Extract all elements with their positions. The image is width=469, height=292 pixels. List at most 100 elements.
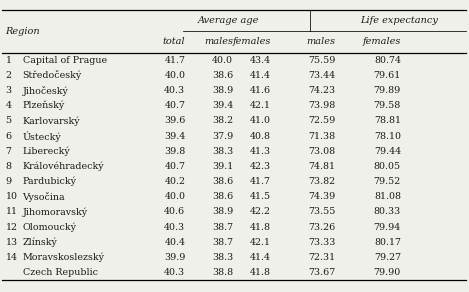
- Text: Plzeňský: Plzeňský: [23, 101, 65, 110]
- Text: Pardubický: Pardubický: [23, 177, 76, 186]
- Text: 40.3: 40.3: [164, 223, 185, 232]
- Text: 38.6: 38.6: [212, 71, 233, 80]
- Text: 38.6: 38.6: [212, 192, 233, 201]
- Text: 81.08: 81.08: [374, 192, 401, 201]
- Text: 72.31: 72.31: [308, 253, 335, 262]
- Text: 41.8: 41.8: [250, 268, 271, 277]
- Text: 40.0: 40.0: [164, 192, 185, 201]
- Text: 79.27: 79.27: [374, 253, 401, 262]
- Text: 40.8: 40.8: [250, 132, 271, 140]
- Text: 38.7: 38.7: [212, 223, 233, 232]
- Text: 73.26: 73.26: [308, 223, 335, 232]
- Text: 41.7: 41.7: [164, 56, 185, 65]
- Text: 39.8: 39.8: [164, 147, 185, 156]
- Text: 73.67: 73.67: [308, 268, 335, 277]
- Text: 14: 14: [6, 253, 18, 262]
- Text: 9: 9: [6, 177, 12, 186]
- Text: Region: Region: [6, 27, 40, 36]
- Text: 42.1: 42.1: [250, 238, 271, 247]
- Text: Jihočeský: Jihočeský: [23, 86, 68, 95]
- Text: 38.9: 38.9: [212, 208, 233, 216]
- Text: 38.9: 38.9: [212, 86, 233, 95]
- Text: 1: 1: [6, 56, 12, 65]
- Text: 38.8: 38.8: [212, 268, 233, 277]
- Text: 74.23: 74.23: [308, 86, 335, 95]
- Text: 74.39: 74.39: [308, 192, 335, 201]
- Text: 11: 11: [6, 208, 18, 216]
- Text: 40.0: 40.0: [164, 71, 185, 80]
- Text: Jihomoravský: Jihomoravský: [23, 207, 88, 217]
- Text: Czech Republic: Czech Republic: [23, 268, 98, 277]
- Text: 73.98: 73.98: [308, 101, 335, 110]
- Text: 37.9: 37.9: [212, 132, 233, 140]
- Text: 38.2: 38.2: [212, 117, 233, 125]
- Text: 79.94: 79.94: [374, 223, 401, 232]
- Text: 73.33: 73.33: [308, 238, 335, 247]
- Text: 80.33: 80.33: [374, 208, 401, 216]
- Text: total: total: [163, 37, 185, 46]
- Text: 10: 10: [6, 192, 18, 201]
- Text: 42.2: 42.2: [250, 208, 271, 216]
- Text: Karlovarský: Karlovarský: [23, 116, 80, 126]
- Text: 41.7: 41.7: [250, 177, 271, 186]
- Text: 79.58: 79.58: [374, 101, 401, 110]
- Text: 3: 3: [6, 86, 12, 95]
- Text: Vysočina: Vysočina: [23, 192, 65, 202]
- Text: 41.4: 41.4: [250, 253, 271, 262]
- Text: 73.55: 73.55: [308, 208, 335, 216]
- Text: 43.4: 43.4: [250, 56, 271, 65]
- Text: Středočeský: Středočeský: [23, 70, 82, 80]
- Text: 74.81: 74.81: [308, 162, 335, 171]
- Text: 13: 13: [6, 238, 18, 247]
- Text: Ústecký: Ústecký: [23, 131, 61, 142]
- Text: 78.81: 78.81: [374, 117, 401, 125]
- Text: 12: 12: [6, 223, 18, 232]
- Text: 80.74: 80.74: [374, 56, 401, 65]
- Text: 80.17: 80.17: [374, 238, 401, 247]
- Text: 41.8: 41.8: [250, 223, 271, 232]
- Text: 6: 6: [6, 132, 12, 140]
- Text: 2: 2: [6, 71, 12, 80]
- Text: males: males: [204, 37, 233, 46]
- Text: 5: 5: [6, 117, 12, 125]
- Text: Zlínský: Zlínský: [23, 238, 57, 247]
- Text: 42.1: 42.1: [250, 101, 271, 110]
- Text: 75.59: 75.59: [308, 56, 335, 65]
- Text: 40.6: 40.6: [164, 208, 185, 216]
- Text: 39.1: 39.1: [212, 162, 233, 171]
- Text: 40.0: 40.0: [212, 56, 233, 65]
- Text: 38.6: 38.6: [212, 177, 233, 186]
- Text: 79.61: 79.61: [374, 71, 401, 80]
- Text: 73.08: 73.08: [308, 147, 335, 156]
- Text: 40.3: 40.3: [164, 86, 185, 95]
- Text: males: males: [306, 37, 335, 46]
- Text: Královéhradecký: Královéhradecký: [23, 162, 104, 171]
- Text: 40.4: 40.4: [164, 238, 185, 247]
- Text: 39.6: 39.6: [164, 117, 185, 125]
- Text: 41.3: 41.3: [250, 147, 271, 156]
- Text: 40.7: 40.7: [164, 162, 185, 171]
- Text: 41.5: 41.5: [250, 192, 271, 201]
- Text: Olomoucký: Olomoucký: [23, 223, 76, 232]
- Text: Capital of Prague: Capital of Prague: [23, 56, 106, 65]
- Text: 39.9: 39.9: [164, 253, 185, 262]
- Text: females: females: [233, 37, 271, 46]
- Text: 42.3: 42.3: [250, 162, 271, 171]
- Text: 40.2: 40.2: [164, 177, 185, 186]
- Text: 71.38: 71.38: [308, 132, 335, 140]
- Text: 72.59: 72.59: [308, 117, 335, 125]
- Text: 79.89: 79.89: [374, 86, 401, 95]
- Text: 39.4: 39.4: [164, 132, 185, 140]
- Text: 40.3: 40.3: [164, 268, 185, 277]
- Text: 38.3: 38.3: [212, 147, 233, 156]
- Text: 8: 8: [6, 162, 12, 171]
- Text: 41.4: 41.4: [250, 71, 271, 80]
- Text: 79.90: 79.90: [374, 268, 401, 277]
- Text: Life expectancy: Life expectancy: [360, 16, 438, 25]
- Text: 40.7: 40.7: [164, 101, 185, 110]
- Text: 41.6: 41.6: [250, 86, 271, 95]
- Text: 79.44: 79.44: [374, 147, 401, 156]
- Text: 7: 7: [6, 147, 12, 156]
- Text: 39.4: 39.4: [212, 101, 233, 110]
- Text: 78.10: 78.10: [374, 132, 401, 140]
